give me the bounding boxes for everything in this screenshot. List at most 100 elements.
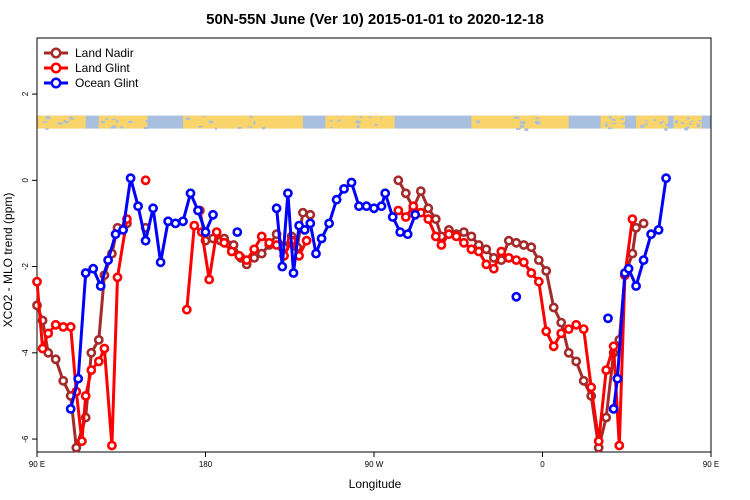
- strip-lake: [535, 122, 541, 125]
- data-point-ocean-glint: [110, 229, 121, 240]
- strip-lake: [515, 128, 521, 130]
- data-point-land-glint: [37, 343, 48, 354]
- data-point-ocean-glint: [646, 229, 656, 240]
- strip-lake: [208, 120, 213, 124]
- data-point-ocean-glint: [282, 188, 293, 199]
- x-tick-label: 90 W: [365, 460, 384, 469]
- data-point-ocean-glint: [387, 212, 398, 222]
- data-point-land-glint: [99, 343, 110, 354]
- data-point-ocean-glint: [140, 235, 151, 246]
- strip-lake: [247, 126, 252, 128]
- data-point-ocean-glint: [103, 255, 113, 265]
- data-point-land-glint: [548, 341, 559, 352]
- data-point-land-glint: [107, 440, 117, 451]
- data-point-land-glint: [58, 321, 69, 332]
- strip-lake: [198, 125, 203, 128]
- strip-lake: [514, 116, 520, 119]
- strip-lake: [380, 117, 383, 119]
- data-point-ocean-glint: [88, 263, 99, 274]
- data-point-land-glint: [458, 237, 469, 248]
- strip-lake: [610, 118, 614, 120]
- data-point-land-glint: [408, 201, 419, 212]
- data-point-ocean-glint: [638, 255, 649, 265]
- strip-land: [600, 115, 625, 129]
- data-point-ocean-glint: [277, 261, 288, 272]
- data-point-ocean-glint: [185, 188, 196, 199]
- data-point-ocean-glint: [170, 218, 181, 229]
- chart-title: 50N-55N June (Ver 10) 2015-01-01 to 2020…: [206, 11, 544, 28]
- strip-lake: [329, 120, 333, 122]
- data-point-land-glint: [211, 227, 222, 237]
- data-point-land-glint: [511, 255, 522, 265]
- series-ocean-glint: [65, 173, 671, 414]
- data-point-land-glint: [234, 250, 245, 261]
- data-point-land-nadir: [601, 412, 612, 423]
- data-point-ocean-glint: [623, 263, 634, 274]
- data-point-land-glint: [249, 244, 260, 255]
- strip-lake: [358, 120, 361, 124]
- strip-land: [471, 115, 569, 129]
- strip-lake: [686, 117, 690, 120]
- data-point-land-nadir: [393, 175, 404, 186]
- data-point-ocean-glint: [380, 188, 391, 199]
- legend-marker-ocean-glint: [50, 77, 62, 89]
- strip-lake: [620, 117, 624, 120]
- legend-marker-land-nadir: [50, 47, 62, 59]
- data-point-land-nadir: [93, 334, 104, 345]
- data-point-land-glint: [226, 246, 237, 257]
- data-point-ocean-glint: [193, 205, 203, 216]
- strip-lake: [653, 119, 657, 121]
- strip-lake: [214, 127, 218, 130]
- data-point-ocean-glint: [631, 281, 641, 291]
- data-point-ocean-glint: [133, 201, 143, 212]
- data-point-ocean-glint: [395, 227, 406, 237]
- strip-lake: [120, 126, 124, 129]
- data-point-land-glint: [400, 212, 411, 222]
- data-point-ocean-glint: [118, 224, 128, 235]
- data-point-ocean-glint: [299, 224, 310, 235]
- data-point-ocean-glint: [369, 203, 379, 214]
- data-point-land-glint: [256, 231, 267, 242]
- strip-lake: [330, 127, 333, 129]
- data-point-land-nadir: [638, 218, 649, 229]
- strip-lake: [684, 127, 689, 131]
- data-point-land-glint: [451, 231, 462, 242]
- data-point-land-glint: [219, 237, 230, 248]
- data-point-land-glint: [204, 274, 215, 285]
- data-point-ocean-glint: [339, 183, 349, 194]
- data-point-land-glint: [430, 231, 441, 242]
- data-point-land-nadir: [563, 347, 574, 358]
- x-tick-label: 90 E: [703, 460, 719, 469]
- strip-lake: [203, 116, 206, 118]
- strip-lake: [659, 121, 663, 125]
- strip-lake: [605, 122, 609, 124]
- data-point-land-glint: [43, 328, 54, 339]
- x-axis-label: Longitude: [349, 477, 402, 491]
- strip-lake: [374, 123, 378, 126]
- data-point-land-nadir: [627, 248, 638, 259]
- strip-lake: [105, 118, 109, 120]
- data-point-land-nadir: [305, 209, 316, 220]
- strip-lake: [60, 122, 64, 125]
- data-point-ocean-glint: [612, 373, 623, 384]
- data-point-land-glint: [241, 255, 252, 265]
- data-point-ocean-glint: [305, 218, 316, 229]
- data-point-land-glint: [578, 324, 589, 334]
- strip-lake: [115, 120, 119, 124]
- data-point-land-nadir: [541, 265, 552, 276]
- data-point-land-glint: [50, 319, 61, 330]
- strip-lake: [611, 122, 617, 124]
- data-point-ocean-glint: [65, 403, 76, 414]
- series-line-ocean-glint: [275, 181, 417, 275]
- strip-lake: [608, 115, 611, 119]
- data-point-land-glint: [541, 326, 552, 337]
- data-point-land-glint: [586, 382, 597, 393]
- y-tick-label: 2: [21, 91, 30, 96]
- strip-land: [673, 115, 702, 129]
- data-point-ocean-glint: [354, 201, 364, 212]
- data-point-ocean-glint: [331, 194, 342, 205]
- strip-lake: [262, 126, 265, 130]
- data-point-ocean-glint: [346, 177, 357, 188]
- data-point-land-nadir: [631, 222, 641, 233]
- data-point-land-nadir: [533, 255, 544, 265]
